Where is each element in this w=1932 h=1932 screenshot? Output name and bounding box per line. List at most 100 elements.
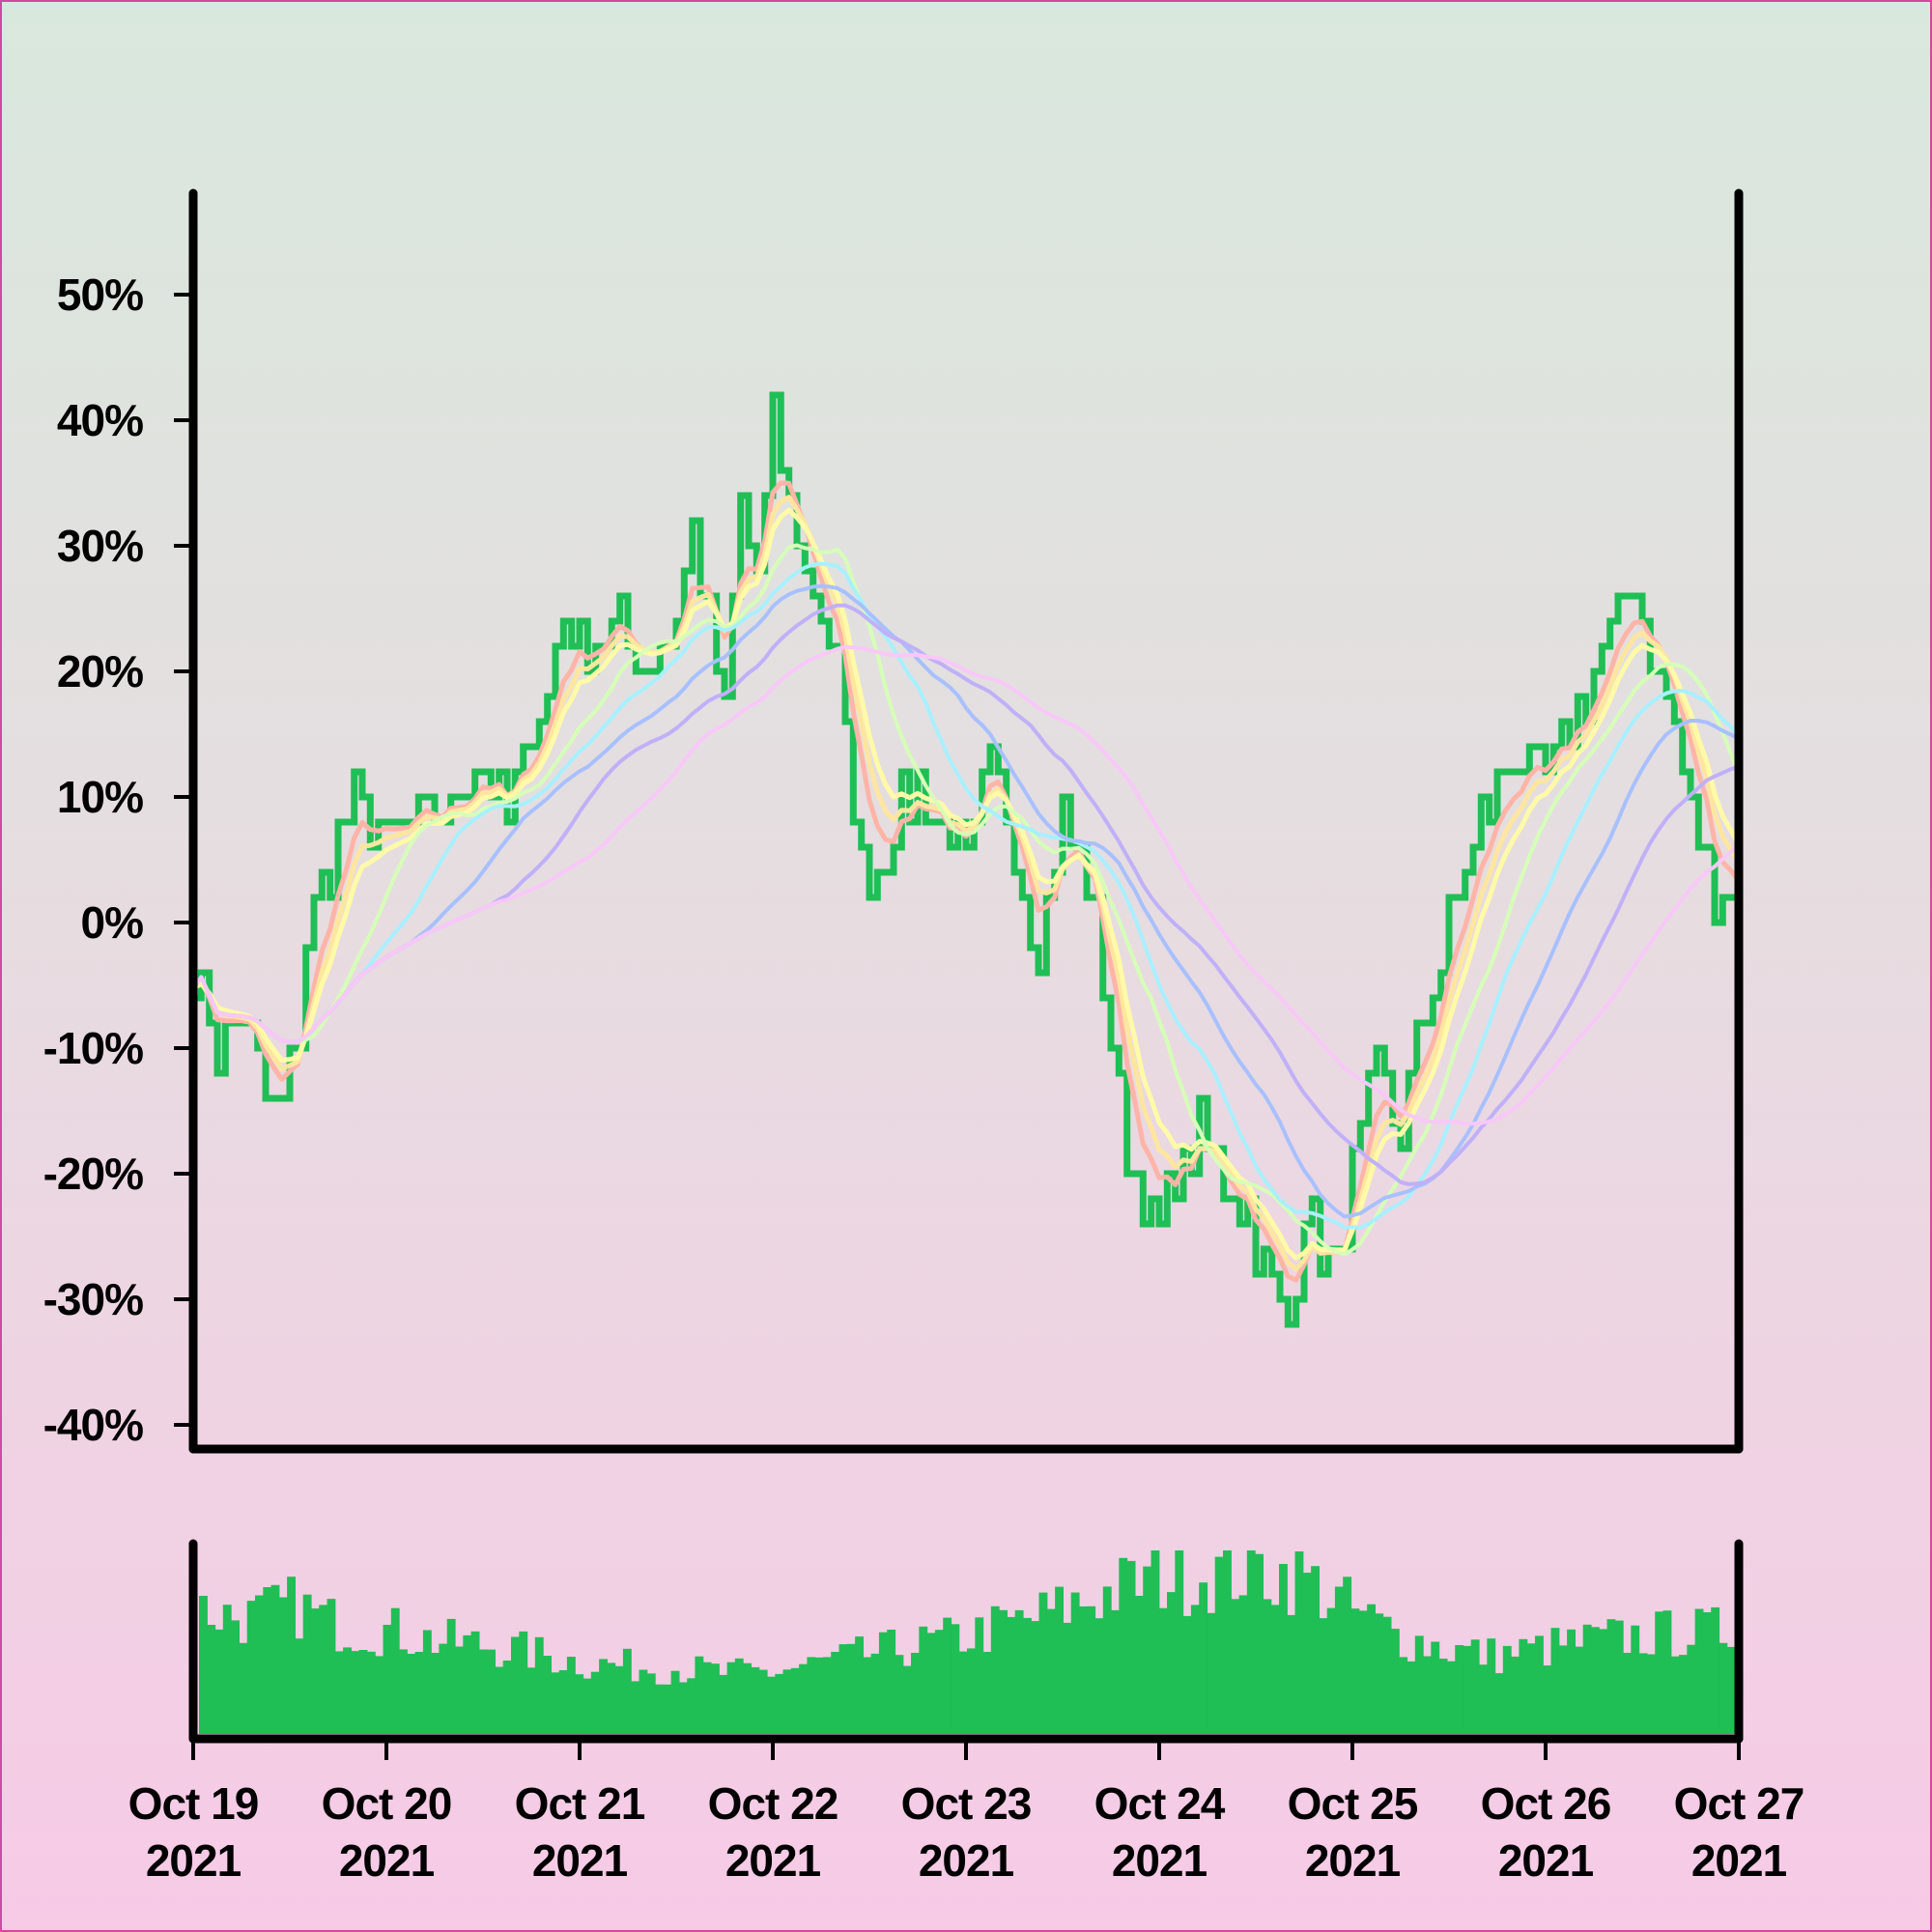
volume-bar (967, 1648, 976, 1734)
x-tick-label-year: 2021 (339, 1835, 435, 1886)
volume-bar (958, 1651, 968, 1734)
x-tick-label-year: 2021 (1691, 1835, 1787, 1886)
volume-bar (1494, 1673, 1504, 1734)
volume-bar (1031, 1621, 1040, 1734)
volume-bar (511, 1636, 520, 1734)
y-tick-label: 20% (57, 646, 143, 696)
moving-average-line-1 (191, 480, 1741, 1283)
volume-bar (255, 1595, 264, 1734)
volume-bar (1302, 1573, 1312, 1734)
volume-bar (1350, 1608, 1360, 1734)
volume-bar (1070, 1592, 1080, 1734)
volume-bar (390, 1607, 400, 1734)
y-tick-label: 30% (57, 521, 143, 571)
volume-bar (1214, 1556, 1224, 1734)
volume-bar (1119, 1557, 1128, 1734)
volume-bar (1638, 1653, 1648, 1734)
volume-bar (926, 1633, 936, 1734)
volume-bar (1023, 1617, 1032, 1734)
volume-bar (807, 1657, 816, 1734)
volume-bar (639, 1669, 648, 1734)
volume-bar (1535, 1635, 1544, 1734)
volume-bar (799, 1663, 808, 1734)
volume-bar (407, 1654, 416, 1734)
volume-bar (1046, 1608, 1056, 1734)
volume-bar (558, 1670, 568, 1734)
volume-bar (663, 1684, 672, 1734)
volume-bar (767, 1676, 776, 1734)
x-tick-label-date: Oct 25 (1288, 1778, 1418, 1829)
volume-bar (495, 1666, 504, 1734)
volume-bar (1423, 1656, 1432, 1734)
volume-bar (343, 1647, 352, 1734)
x-tick-label-date: Oct 27 (1674, 1778, 1804, 1829)
volume-bar (543, 1656, 552, 1734)
volume-bar (1287, 1614, 1296, 1734)
volume-bar (870, 1653, 880, 1734)
x-tick-label-year: 2021 (1112, 1835, 1208, 1886)
volume-bar (934, 1630, 944, 1734)
volume-bar (1455, 1645, 1464, 1734)
y-axis: -40% -30% -20% -10% 0% 10% 20% 30% 40% 50% (43, 270, 191, 1450)
volume-bar (1111, 1609, 1120, 1734)
volume-bar (366, 1651, 376, 1734)
volume-bar (751, 1666, 760, 1734)
volume-bar (1063, 1622, 1072, 1734)
x-tick-label-date: Oct 23 (901, 1778, 1032, 1829)
volume-bar (607, 1662, 616, 1734)
volume-bar (551, 1672, 560, 1734)
volume-bar (646, 1673, 656, 1734)
volume-bar (1519, 1638, 1528, 1734)
volume-bar (1550, 1628, 1560, 1734)
volume-bar (1390, 1629, 1400, 1734)
volume-bar (1319, 1618, 1328, 1734)
x-tick-label-date: Oct 20 (322, 1778, 452, 1829)
y-tick-label: -40% (43, 1400, 143, 1450)
volume-bar (1190, 1605, 1200, 1734)
volume-bar (1631, 1625, 1640, 1734)
volume-bar (1270, 1605, 1280, 1734)
volume-bar (414, 1652, 424, 1734)
volume-bar (1487, 1638, 1496, 1734)
volume-bar (1375, 1613, 1384, 1734)
volume-bar (863, 1657, 872, 1734)
volume-bar (1134, 1596, 1144, 1734)
volume-bar (1431, 1641, 1440, 1734)
volume-bar (310, 1608, 320, 1734)
x-axis: Oct 19 2021 Oct 20 2021 Oct 21 2021 Oct 22 2021… (128, 1739, 1804, 1886)
moving-average-line-2 (191, 495, 1742, 1272)
volume-bar (775, 1673, 784, 1734)
moving-average-line-6 (191, 583, 1740, 1219)
volume-bar (1719, 1642, 1728, 1734)
volume-bar (846, 1643, 856, 1734)
volume-bar (1470, 1639, 1480, 1734)
moving-average-line-4 (191, 543, 1741, 1257)
volume-bar (519, 1631, 528, 1734)
volume-bar (246, 1601, 256, 1734)
volume-bar (1502, 1645, 1512, 1734)
moving-average-line-3 (191, 507, 1742, 1261)
volume-bar (919, 1626, 928, 1734)
volume-bar (1087, 1605, 1096, 1734)
volume-bar (463, 1634, 472, 1734)
volume-bar (1702, 1612, 1712, 1734)
volume-bar (1526, 1643, 1536, 1734)
volume-bar (782, 1669, 792, 1734)
volume-bar (975, 1617, 984, 1734)
volume-bar (487, 1649, 496, 1734)
volume-bar (455, 1646, 464, 1734)
volume-bar (327, 1599, 336, 1734)
volume-bar (375, 1656, 384, 1734)
volume-bar (702, 1662, 712, 1734)
volume-bar (822, 1657, 832, 1734)
moving-average-line-8 (191, 644, 1741, 1126)
volume-bar (878, 1632, 888, 1734)
price-line (193, 391, 1739, 1328)
volume-bar (1646, 1654, 1656, 1734)
y-tick-label: 40% (57, 395, 143, 445)
volume-bar (566, 1657, 576, 1734)
volume-bar (1590, 1627, 1600, 1734)
volume-bar (790, 1667, 800, 1734)
volume-bar (1294, 1551, 1304, 1734)
volume-bar (1311, 1566, 1320, 1734)
